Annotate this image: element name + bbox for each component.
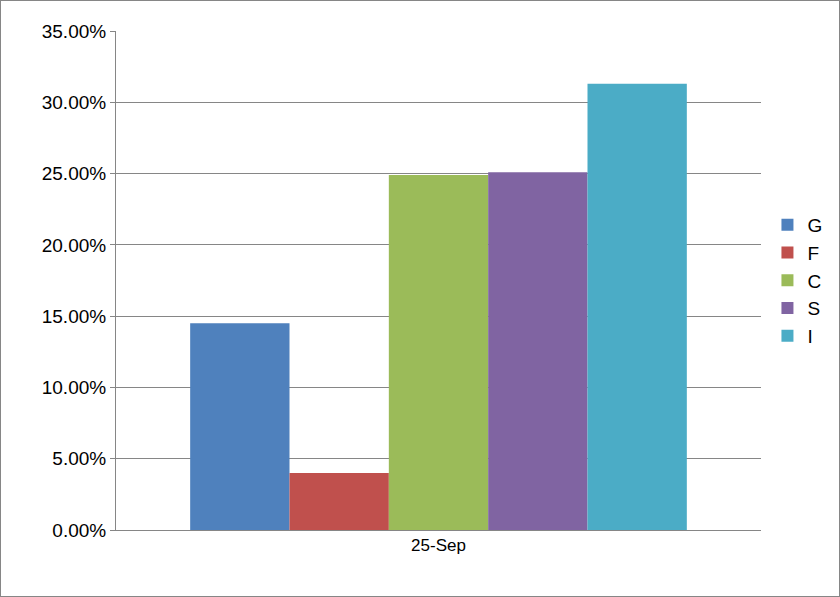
svg-text:35.00%: 35.00% <box>42 21 107 42</box>
svg-text:C: C <box>807 271 821 292</box>
svg-text:F: F <box>807 243 819 264</box>
svg-text:5.00%: 5.00% <box>52 448 106 469</box>
svg-text:0.00%: 0.00% <box>52 520 106 541</box>
svg-text:30.00%: 30.00% <box>42 92 107 113</box>
svg-text:G: G <box>807 215 822 236</box>
svg-text:25.00%: 25.00% <box>42 163 107 184</box>
svg-text:20.00%: 20.00% <box>42 235 107 256</box>
svg-text:10.00%: 10.00% <box>42 377 107 398</box>
svg-text:15.00%: 15.00% <box>42 306 107 327</box>
svg-text:25-Sep: 25-Sep <box>411 536 466 555</box>
svg-text:S: S <box>807 298 820 319</box>
svg-text:I: I <box>807 326 812 347</box>
